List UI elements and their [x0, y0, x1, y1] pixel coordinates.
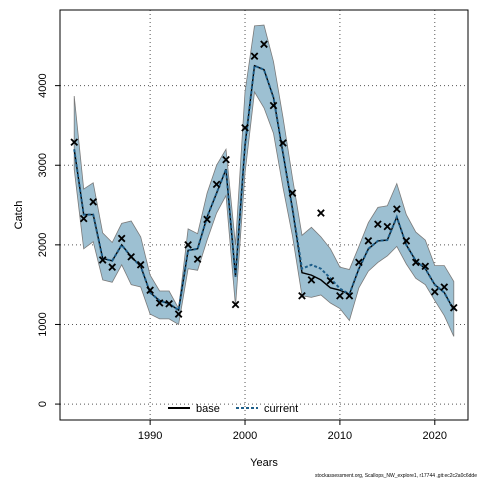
- x-axis: 1990 2000 2010 2020: [138, 420, 447, 442]
- observation-point: [231, 300, 240, 309]
- observation-point: [402, 237, 411, 245]
- observation-point: [250, 52, 259, 61]
- observation-point: [146, 286, 154, 295]
- observation-point: [317, 209, 325, 217]
- x-axis-title: Years: [250, 457, 278, 469]
- observation-point: [98, 256, 107, 264]
- y-tick-label: 0: [37, 401, 49, 407]
- observation-point: [421, 262, 430, 271]
- observation-point: [155, 299, 164, 307]
- observation-point: [212, 180, 221, 189]
- observation-point: [288, 189, 297, 197]
- observation-point: [307, 276, 316, 284]
- observation-point: [269, 101, 278, 110]
- series-lines: [73, 64, 455, 312]
- y-tick-label: 2000: [37, 233, 49, 257]
- observation-point: [326, 276, 335, 285]
- observation-point: [127, 252, 135, 261]
- y-tick-label: 3000: [37, 153, 49, 177]
- y-axis-title: Catch: [13, 201, 25, 230]
- observation-point: [174, 310, 183, 318]
- observation-point: [336, 291, 344, 300]
- confidence-band: [73, 24, 455, 337]
- observation-point: [222, 155, 230, 164]
- observation-point: [260, 40, 268, 49]
- confidence-band-group: [73, 24, 455, 337]
- legend: base current: [168, 403, 298, 415]
- x-tick-label: 2020: [423, 430, 447, 442]
- observation-point: [355, 258, 363, 267]
- footer-credit: stockassessment.org, Scallops_NW_explore…: [315, 473, 477, 479]
- observation-point: [411, 258, 420, 267]
- observation-point: [279, 139, 287, 147]
- observation-point: [430, 287, 439, 296]
- y-tick-label: 1000: [37, 312, 49, 336]
- observation-point: [79, 214, 88, 223]
- observation-point: [364, 237, 373, 245]
- observation-point: [165, 299, 173, 308]
- observation-point: [136, 260, 145, 269]
- observation-point: [374, 220, 382, 228]
- observation-point: [345, 291, 354, 300]
- observation-point: [117, 234, 126, 243]
- plot-frame: [59, 9, 469, 421]
- x-tick-label: 2010: [328, 430, 352, 442]
- observation-point: [89, 198, 98, 206]
- observation-point: [70, 138, 79, 146]
- observation-point: [383, 222, 392, 231]
- observation-point: [440, 283, 449, 291]
- y-axis: 0 1000 2000 3000 4000: [37, 73, 60, 407]
- series-line-current: [73, 64, 455, 312]
- observation-point: [241, 123, 249, 132]
- observation-point: [203, 215, 211, 224]
- x-tick-label: 1990: [138, 430, 162, 442]
- legend-current-label: current: [264, 403, 298, 415]
- observation-points: [70, 40, 458, 318]
- observation-point: [449, 303, 458, 312]
- observation-point: [108, 263, 117, 271]
- x-tick-label: 2000: [233, 430, 257, 442]
- legend-base-label: base: [196, 403, 220, 415]
- observation-point: [393, 205, 401, 213]
- y-tick-label: 4000: [37, 73, 49, 97]
- observation-point: [193, 255, 202, 264]
- observation-point: [298, 291, 306, 300]
- observation-point: [184, 241, 192, 249]
